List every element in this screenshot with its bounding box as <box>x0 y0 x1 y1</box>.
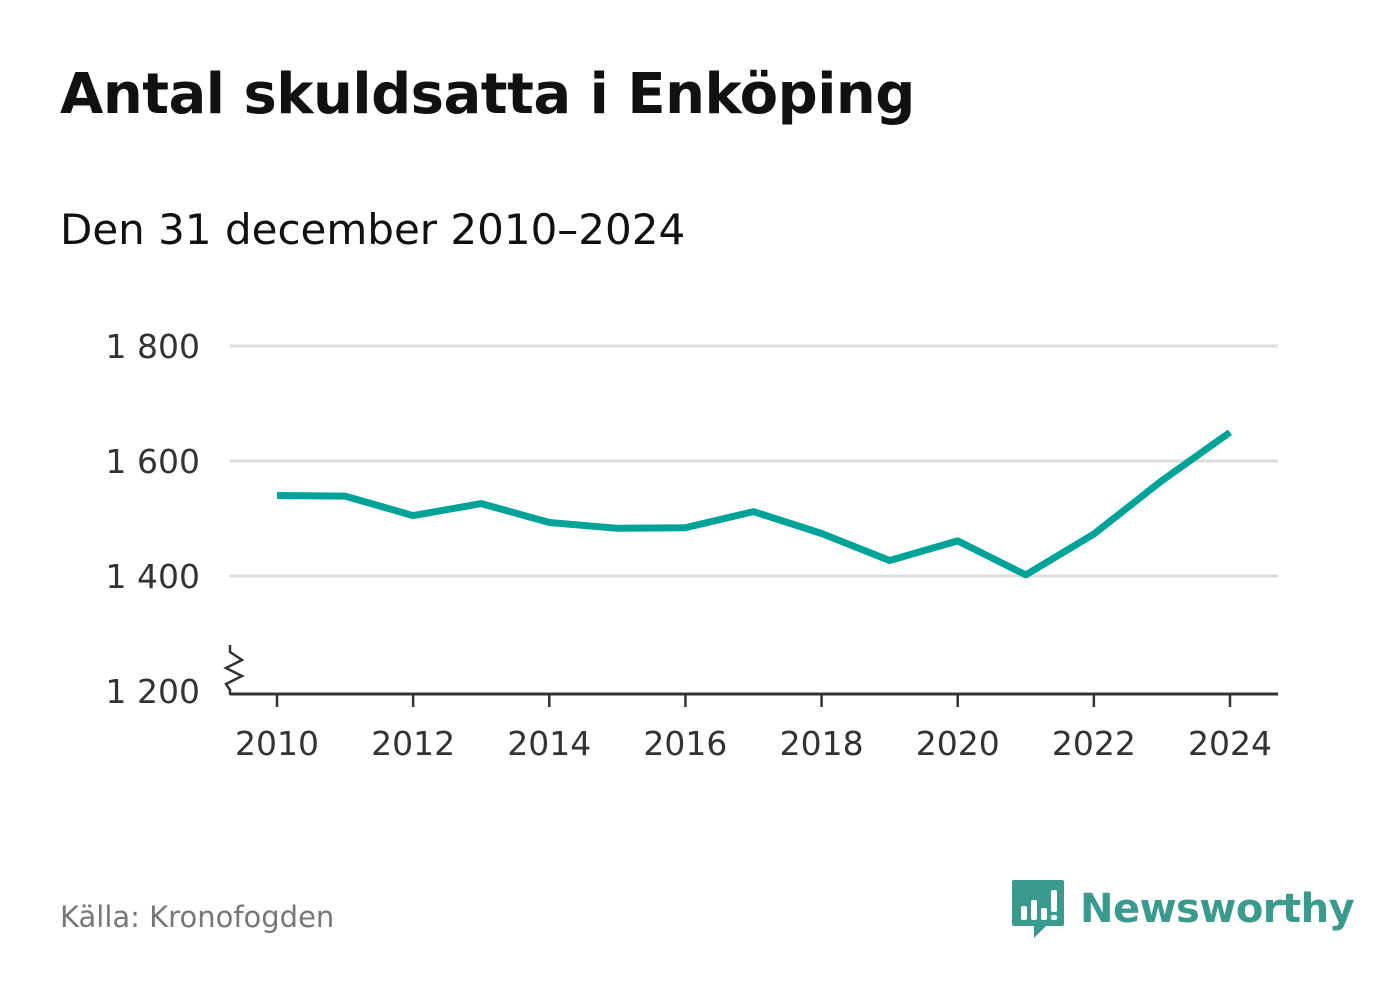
series-line <box>276 429 1233 579</box>
axis-break-icon <box>223 645 245 695</box>
x-tick-label: 2014 <box>507 724 591 763</box>
x-axis: 2010 2012 2014 2016 2018 2020 2022 2024 <box>230 692 1278 763</box>
x-tick-label: 2012 <box>371 724 455 763</box>
x-tick-label: 2024 <box>1188 724 1272 763</box>
chart-subtitle: Den 31 december 2010–2024 <box>60 205 686 254</box>
newsworthy-logo-icon <box>1012 880 1064 938</box>
y-tick-label: 1 800 <box>106 327 200 366</box>
series-group <box>276 429 1233 579</box>
x-tick-label: 2020 <box>916 724 1000 763</box>
brand-logo: Newsworthy <box>1010 878 1355 940</box>
y-tick-label: 1 400 <box>106 557 200 596</box>
x-tick-label: 2016 <box>643 724 727 763</box>
axis-break-mark <box>223 645 245 695</box>
x-tick-label: 2010 <box>235 724 319 763</box>
y-axis: 1 200 1 400 1 600 1 800 <box>106 327 200 711</box>
y-tick-label: 1 600 <box>106 442 200 481</box>
grid-lines <box>230 344 1278 578</box>
y-tick-label: 1 200 <box>106 672 200 711</box>
x-tick-label: 2018 <box>780 724 864 763</box>
x-tick-label: 2022 <box>1052 724 1136 763</box>
brand-name: Newsworthy <box>1080 886 1355 932</box>
chart-title: Antal skuldsatta i Enköping <box>60 62 915 127</box>
source-note: Källa: Kronofogden <box>60 900 335 934</box>
